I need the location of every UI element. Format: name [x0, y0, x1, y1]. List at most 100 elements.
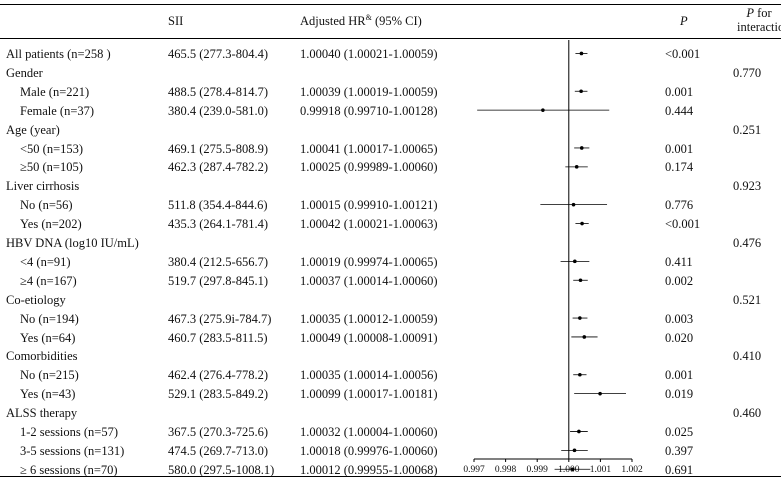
sii-value: 380.4 (239.0-581.0): [168, 103, 268, 118]
row-label: Yes (n=64): [20, 330, 76, 345]
table-row: Co-etiology 0.521: [0, 290, 781, 310]
sii-value: 462.3 (287.4-782.2): [168, 160, 268, 175]
hr-value: 1.00037 (1.00014-1.00060): [300, 273, 438, 288]
hr-value: 1.00035 (1.00014-1.00056): [300, 368, 438, 383]
p-interaction-value: 0.923: [733, 179, 762, 194]
hr-value: 0.99918 (0.99710-1.00128): [300, 103, 438, 118]
hr-point: [579, 51, 584, 56]
p-interaction-value: 0.476: [733, 236, 762, 250]
row-label: All patients (n=258 ): [6, 47, 111, 61]
table-row: All patients (n=258 ) 465.5 (277.3-804.4)…: [0, 44, 781, 64]
table-row: Female (n=37) 380.4 (239.0-581.0) 0.99918 …: [0, 101, 781, 121]
row-label: Liver cirrhosis: [6, 179, 80, 194]
header-p: P: [680, 14, 688, 28]
hr-value: 1.00049 (1.00008-1.00091): [300, 330, 438, 345]
hr-value: 1.00041 (1.00017-1.00065): [300, 141, 438, 156]
p-value: 0.025: [665, 425, 694, 439]
hr-value: 1.00025 (0.99989-1.00060): [300, 160, 438, 175]
row-label: <50 (n=153): [20, 141, 84, 156]
table-row: Yes (n=43) 529.1 (283.5-849.2) 1.00099 (1.…: [0, 384, 781, 404]
row-label: 1-2 sessions (n=57): [20, 425, 119, 439]
bottom-rule: [0, 476, 781, 477]
sii-value: 474.5 (269.7-713.0): [168, 443, 268, 458]
row-label: HBV DNA (log10 IU/mL): [6, 236, 139, 250]
row-label: Yes (n=43): [20, 387, 76, 402]
sii-value: 488.5 (278.4-814.7): [168, 84, 268, 99]
table-row: No (n=215) 462.4 (276.4-778.2) 1.00035 (1.…: [0, 365, 781, 385]
table-row: ALSS therapy 0.460: [0, 403, 781, 423]
p-value: 0.691: [665, 462, 694, 477]
table-row: 3-5 sessions (n=131) 474.5 (269.7-713.0) 1…: [0, 441, 781, 461]
table-row: Liver cirrhosis 0.923: [0, 176, 781, 196]
hr-point: [572, 448, 577, 453]
hr-value: 1.00018 (0.99976-1.00060): [300, 443, 438, 458]
table-row: No (n=56) 511.8 (354.4-844.6) 1.00015 (0.9…: [0, 195, 781, 215]
p-interaction-value: 0.521: [733, 292, 762, 307]
sii-value: 462.4 (276.4-778.2): [168, 368, 268, 383]
p-value: 0.001: [665, 368, 694, 383]
p-value: <0.001: [665, 217, 701, 232]
sii-value: 469.1 (275.5-808.9): [168, 141, 268, 156]
hr-point: [578, 278, 583, 283]
top-rule: [0, 4, 781, 5]
hr-point: [579, 89, 583, 94]
header-sii: SII: [168, 14, 184, 28]
row-label: Gender: [6, 65, 43, 80]
row-label: No (n=215): [20, 368, 79, 383]
table-row: ≥4 (n=167) 519.7 (297.8-845.1) 1.00037 (1.…: [0, 271, 781, 291]
hr-point: [580, 221, 584, 226]
hr-point: [573, 259, 577, 264]
sii-value: 380.4 (212.5-656.7): [168, 254, 268, 269]
table-row: Comorbidities 0.410: [0, 346, 781, 366]
p-value: 0.444: [665, 103, 694, 118]
row-label: No (n=194): [20, 311, 79, 326]
hr-point: [579, 146, 584, 150]
hr-value: 1.00099 (1.00017-1.00181): [300, 387, 438, 402]
row-label: ALSS therapy: [6, 406, 78, 421]
sii-value: 465.5 (277.3-804.4): [168, 47, 268, 61]
sii-value: 529.1 (283.5-849.2): [168, 387, 268, 402]
p-value: 0.002: [665, 273, 694, 288]
hr-point: [577, 429, 581, 434]
p-value: 0.020: [665, 330, 694, 345]
row-label: ≥ 6 sessions (n=70): [20, 462, 118, 477]
table-row: <50 (n=153) 469.1 (275.5-808.9) 1.00041 (1…: [0, 139, 781, 159]
row-label: Age (year): [6, 122, 60, 137]
row-label: Male (n=221): [20, 84, 90, 99]
hr-value: 1.00035 (1.00012-1.00059): [300, 311, 438, 326]
hr-value: 1.00040 (1.00021-1.00059): [300, 47, 438, 61]
table-row: ≥ 6 sessions (n=70) 580.0 (297.5-1008.1) 1…: [0, 460, 781, 480]
p-value: 0.776: [665, 198, 694, 213]
row-label: ≥50 (n=105): [20, 160, 83, 175]
sii-value: 580.0 (297.5-1008.1): [168, 462, 275, 477]
p-interaction-value: 0.770: [733, 65, 762, 80]
x-tick-label: 0.997: [463, 465, 485, 475]
hr-value: 1.00032 (1.00004-1.00060): [300, 425, 438, 439]
p-value: 0.001: [665, 84, 694, 99]
hr-point: [541, 108, 545, 112]
p-interaction-value: 0.251: [733, 122, 762, 137]
x-tick-label: 0.999: [527, 465, 549, 475]
table-row: Yes (n=202) 435.3 (264.1-781.4) 1.00042 (1…: [0, 214, 781, 234]
hr-point: [598, 391, 602, 396]
x-tick-label: 1.002: [621, 465, 643, 475]
sii-value: 460.7 (283.5-811.5): [168, 330, 268, 345]
hr-value: 1.00019 (0.99974-1.00065): [300, 254, 438, 269]
hr-point: [571, 202, 576, 207]
sii-value: 467.3 (275.9i-784.7): [168, 311, 272, 326]
x-tick-label: 1.001: [590, 465, 612, 475]
row-label: Yes (n=202): [20, 217, 82, 232]
p-value: 0.003: [665, 311, 694, 326]
hr-point: [578, 316, 582, 320]
p-interaction-value: 0.410: [733, 349, 762, 364]
p-value: 0.001: [665, 141, 694, 156]
table-row: ≥50 (n=105) 462.3 (287.4-782.2) 1.00025 (0…: [0, 157, 781, 177]
header-hr: Adjusted HR& (95% CI): [300, 13, 422, 29]
row-label: ≥4 (n=167): [20, 273, 77, 288]
p-value: <0.001: [665, 47, 701, 61]
row-label: 3-5 sessions (n=131): [20, 443, 125, 458]
hr-point: [582, 335, 587, 339]
hr-point: [574, 165, 579, 169]
hr-value: 1.00039 (1.00019-1.00059): [300, 84, 438, 99]
